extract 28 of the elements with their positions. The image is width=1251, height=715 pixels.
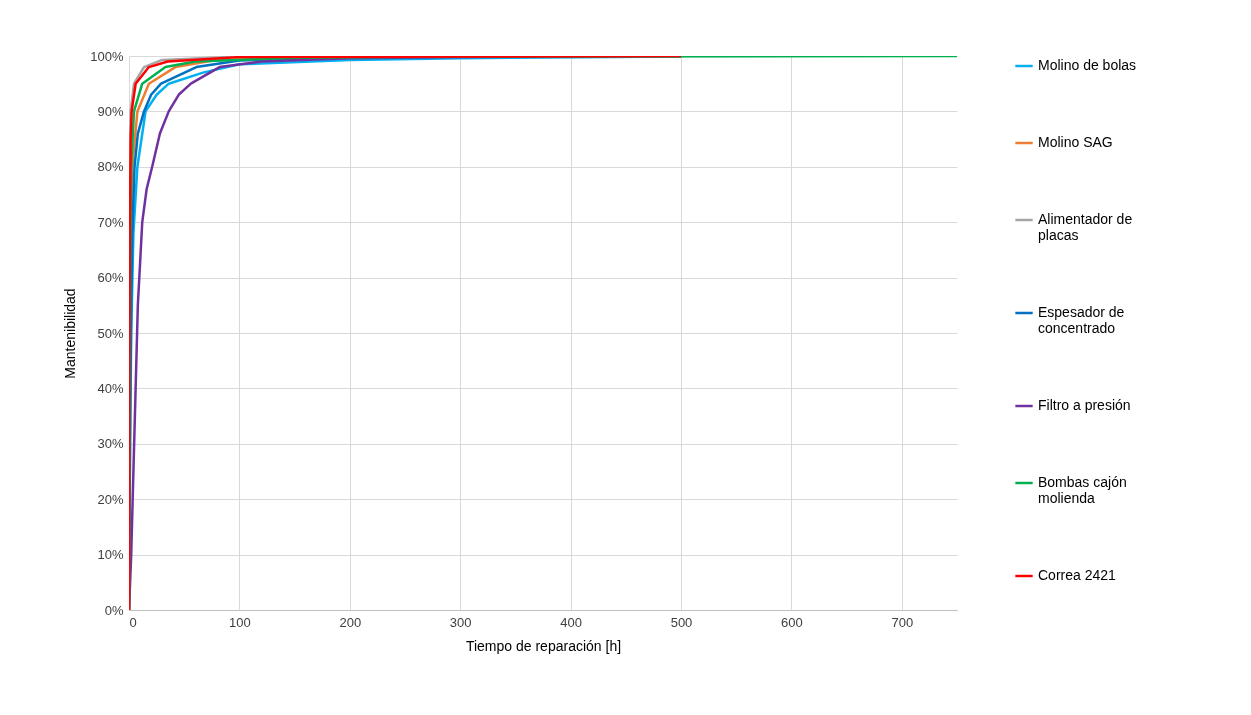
y-tick-label: 70% xyxy=(97,214,124,230)
y-tick-label: 10% xyxy=(97,547,124,563)
x-tick-label: 100 xyxy=(229,614,251,630)
x-tick-label: 0 xyxy=(129,614,137,630)
legend-label: Bombas cajón molienda xyxy=(1038,474,1127,506)
y-axis-title: Mantenibilidad xyxy=(62,288,79,379)
x-axis-title: Tiempo de reparación [h] xyxy=(465,637,622,654)
y-tick-label: 90% xyxy=(97,103,124,119)
legend-label: Correa 2421 xyxy=(1038,567,1117,583)
y-tick-label: 0% xyxy=(104,602,124,618)
x-tick-label: 300 xyxy=(449,614,472,630)
x-tick-label: 500 xyxy=(670,614,693,630)
y-tick-label: 50% xyxy=(97,325,124,341)
x-tick-label: 600 xyxy=(781,614,803,630)
legend-label: Filtro a presión xyxy=(1038,397,1131,413)
x-tick-label: 700 xyxy=(891,614,914,630)
x-tick-label: 200 xyxy=(339,614,362,630)
y-tick-label: 60% xyxy=(97,270,124,286)
y-tick-label: 80% xyxy=(97,159,124,175)
x-tick-label: 400 xyxy=(560,614,582,630)
legend-label: Alimentador de placas xyxy=(1038,211,1133,243)
y-tick-label: 40% xyxy=(97,380,124,396)
y-tick-label: 100% xyxy=(90,48,124,64)
y-tick-label: 20% xyxy=(97,491,124,507)
y-tick-label: 30% xyxy=(97,436,124,452)
legend-label: Espesador de concentrado xyxy=(1038,304,1125,336)
legend-label: Molino de bolas xyxy=(1038,57,1137,73)
legend-label: Molino SAG xyxy=(1038,134,1113,150)
